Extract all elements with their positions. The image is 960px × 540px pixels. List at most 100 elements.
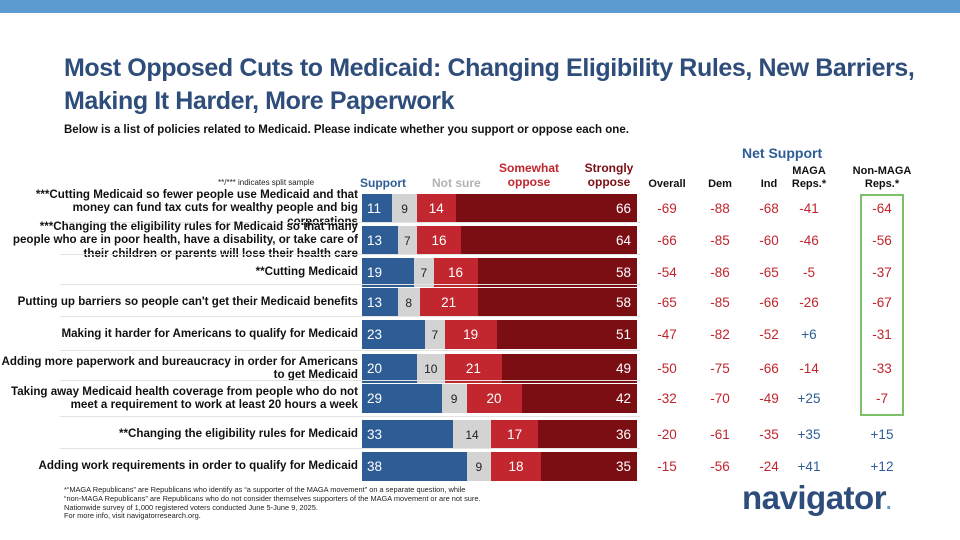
net-support-ind: -49 (759, 391, 779, 406)
bar-segment-support: 29 (362, 384, 442, 413)
row-label: **Cutting Medicaid (255, 265, 358, 279)
footnote: *“MAGA Republicans” are Republicans who … (64, 485, 484, 521)
net-support-maga: +35 (797, 427, 821, 442)
split-sample-note: **/*** indicates split sample (218, 178, 315, 187)
page-title: Most Opposed Cuts to Medicaid: Changing … (64, 54, 915, 115)
bar-segment-support: 19 (362, 258, 415, 287)
row-label: Putting up barriers so people can't get … (17, 295, 358, 309)
row-label: ***Cutting Medicaid so fewer people use … (35, 187, 358, 228)
net-support-dem: -75 (710, 361, 730, 376)
net-support-non-maga: -56 (872, 233, 892, 248)
bar-segment-strongly-oppose: 36 (538, 420, 637, 449)
bar-segment-not-sure: 7 (397, 226, 417, 255)
row-separator (60, 316, 640, 317)
row-separator (60, 380, 640, 381)
net-support-non-maga: -33 (872, 361, 892, 376)
net-support-overall: -32 (657, 391, 677, 406)
bar-segment-strongly-oppose: 51 (496, 320, 637, 349)
net-support-non-maga: -67 (872, 295, 892, 310)
bar-segment-strongly-oppose: 42 (521, 384, 637, 413)
bar-segment-not-sure: 10 (417, 354, 445, 383)
bar-segment-not-sure: 8 (397, 288, 420, 317)
net-support-maga: -46 (799, 233, 819, 248)
net-support-overall: -54 (657, 265, 677, 280)
legend-strongly-oppose: Strongly oppose (584, 161, 634, 189)
net-support-maga: -5 (802, 265, 815, 280)
bar-segment-somewhat-oppose: 14 (417, 194, 456, 223)
net-support-maga: +41 (797, 459, 821, 474)
net-support-dem: -86 (710, 265, 730, 280)
bar-segment-strongly-oppose: 49 (502, 354, 637, 383)
net-support-overall: -15 (657, 459, 677, 474)
net-support-ind: -24 (759, 459, 779, 474)
net-support-non-maga: -7 (875, 391, 888, 406)
net-support-non-maga: -64 (872, 201, 892, 216)
bar-segment-support: 38 (362, 452, 467, 481)
bar-segment-support: 13 (362, 288, 398, 317)
net-support-overall: -20 (657, 427, 677, 442)
net-support-overall: -65 (657, 295, 677, 310)
net-support-ind: -60 (759, 233, 779, 248)
bar-segment-somewhat-oppose: 16 (417, 226, 461, 255)
bar-segment-not-sure: 9 (466, 452, 492, 481)
bar-segment-somewhat-oppose: 21 (419, 288, 478, 317)
top-accent-bar (0, 0, 960, 13)
row-separator (60, 222, 640, 223)
net-support-non-maga: +15 (870, 427, 894, 442)
logo-dot: . (886, 492, 892, 514)
bar-segment-not-sure: 9 (441, 384, 467, 413)
legend-not-sure: Not sure (432, 176, 481, 190)
bar-segment-support: 23 (362, 320, 426, 349)
legend-somewhat-oppose: Somewhat oppose (498, 161, 559, 189)
bar-segment-strongly-oppose: 64 (461, 226, 637, 255)
net-support-dem: -70 (710, 391, 730, 406)
non-maga-highlight-box (860, 194, 904, 416)
net-support-ind: -66 (759, 361, 779, 376)
bar-segment-strongly-oppose: 35 (540, 452, 637, 481)
net-support-overall: -69 (657, 201, 677, 216)
net-support-dem: -56 (710, 459, 730, 474)
col-header-maga: MAGA Reps.* (791, 165, 827, 190)
footnote-more-info: For more info, visit navigatorresearch.o… (64, 511, 201, 521)
net-support-maga: +25 (797, 391, 821, 406)
net-support-dem: -88 (710, 201, 730, 216)
bar-segment-support: 11 (362, 194, 393, 223)
net-support-maga: +6 (801, 327, 817, 342)
legend-support: Support (360, 176, 406, 190)
net-support-non-maga: -37 (872, 265, 892, 280)
net-support-header: Net Support (742, 145, 823, 161)
net-support-ind: -52 (759, 327, 779, 342)
row-separator (60, 284, 640, 285)
logo-text: navigator (742, 479, 887, 516)
net-support-maga: -26 (799, 295, 819, 310)
row-separator (60, 254, 640, 255)
bar-segment-somewhat-oppose: 17 (491, 420, 538, 449)
col-header-ind: Ind (760, 178, 778, 190)
col-header-non-maga: Non-MAGA Reps.* (852, 165, 912, 190)
bar-segment-somewhat-oppose: 20 (466, 384, 522, 413)
net-support-non-maga: -31 (872, 327, 892, 342)
bar-segment-not-sure: 9 (392, 194, 417, 223)
bar-segment-not-sure: 7 (414, 258, 434, 287)
net-support-ind: -68 (759, 201, 779, 216)
row-separator (60, 416, 640, 417)
bar-segment-strongly-oppose: 58 (477, 258, 637, 287)
bar-segment-somewhat-oppose: 18 (491, 452, 541, 481)
navigator-logo: navigator. (742, 479, 892, 517)
net-support-overall: -50 (657, 361, 677, 376)
net-support-ind: -35 (759, 427, 779, 442)
bar-segment-somewhat-oppose: 21 (444, 354, 503, 383)
row-label: **Changing the eligibility rules for Med… (119, 427, 358, 441)
net-support-dem: -61 (710, 427, 730, 442)
row-label: Taking away Medicaid health coverage fro… (10, 384, 358, 412)
col-header-dem: Dem (708, 178, 732, 190)
bar-segment-support: 33 (362, 420, 453, 449)
net-support-dem: -85 (710, 295, 730, 310)
bar-segment-not-sure: 14 (452, 420, 492, 449)
row-separator (60, 448, 640, 449)
bar-segment-strongly-oppose: 66 (455, 194, 637, 223)
row-label: Making it harder for Americans to qualif… (61, 327, 358, 341)
net-support-overall: -66 (657, 233, 677, 248)
net-support-dem: -82 (710, 327, 730, 342)
net-support-overall: -47 (657, 327, 677, 342)
